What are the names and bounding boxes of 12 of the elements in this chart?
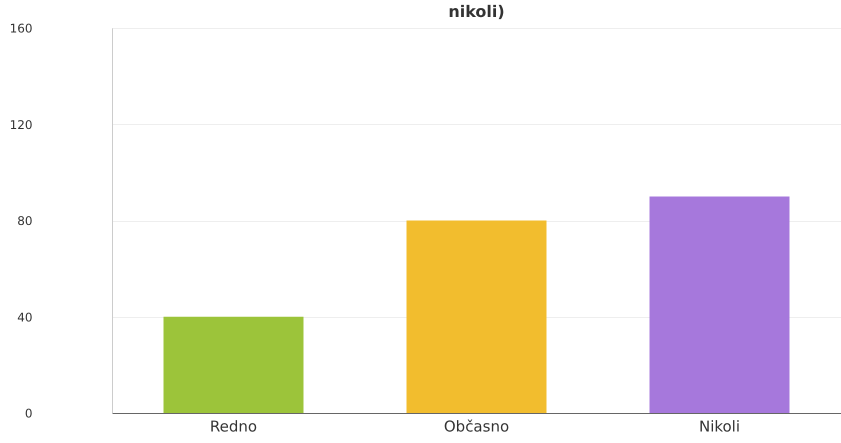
chart-title: nikoli) xyxy=(448,2,505,21)
bar xyxy=(164,316,304,413)
y-tick-label: 0 xyxy=(24,406,32,420)
x-tick-label: Nikoli xyxy=(698,418,740,436)
x-tick-label: Občasno xyxy=(444,418,510,436)
bar xyxy=(406,220,546,413)
y-tick-label: 40 xyxy=(17,310,32,324)
y-tick-label: 160 xyxy=(10,22,32,36)
y-tick-label: 80 xyxy=(17,214,32,228)
bar xyxy=(650,196,790,413)
y-tick-label: 120 xyxy=(10,118,32,132)
x-tick-label: Redno xyxy=(210,418,258,436)
